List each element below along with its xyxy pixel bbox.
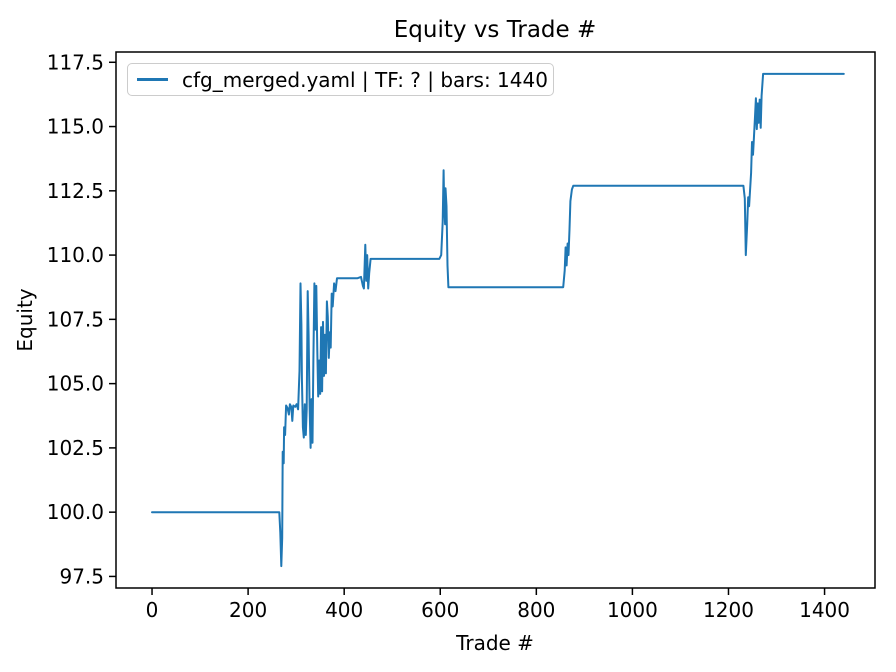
axis-ticks [109,61,826,595]
y-tick-label: 115.0 [47,115,104,139]
axis-tick-labels: 0 200 400 600 800 1000 1200 1400 97.5 100.0 102.5 1… [47,50,850,622]
y-tick-label: 97.5 [59,564,104,588]
x-tick-label: 1200 [703,598,754,622]
x-tick-label: 800 [517,598,555,622]
y-tick-label: 112.5 [47,179,104,203]
y-tick-label: 117.5 [47,50,104,74]
x-tick-label: 1000 [607,598,658,622]
y-tick-label: 100.0 [47,500,104,524]
y-tick-label: 105.0 [47,372,104,396]
x-tick-label: 0 [146,598,159,622]
y-tick-label: 110.0 [47,243,104,267]
legend-line-sample [137,78,168,81]
x-tick-label: 600 [421,598,459,622]
equity-line [151,72,845,568]
y-tick-label: 102.5 [47,436,104,460]
y-axis-label: Equity [13,288,37,351]
x-tick-label: 200 [229,598,267,622]
legend: cfg_merged.yaml | TF: ? | bars: 1440 [127,63,554,96]
axes-frame [115,51,876,589]
y-tick-label: 107.5 [47,307,104,331]
legend-label: cfg_merged.yaml | TF: ? | bars: 1440 [182,67,548,92]
chart-title: Equity vs Trade # [394,17,597,43]
x-tick-label: 1400 [799,598,850,622]
x-axis-label: Trade # [455,631,534,655]
x-tick-label: 400 [325,598,363,622]
